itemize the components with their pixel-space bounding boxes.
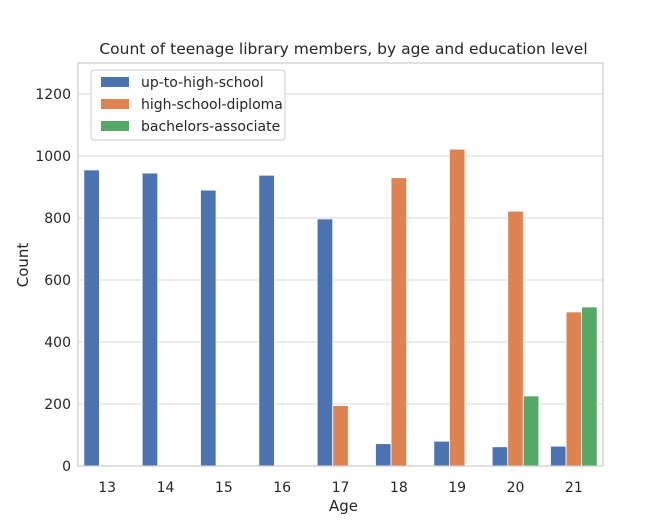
legend-label: high-school-diploma: [141, 97, 283, 113]
chart-title: Count of teenage library members, by age…: [99, 40, 587, 58]
legend-label: up-to-high-school: [141, 75, 264, 91]
x-tick-label: 21: [565, 480, 583, 496]
y-tick-label: 1200: [35, 87, 71, 103]
legend: up-to-high-school high-school-diploma bach…: [90, 69, 286, 141]
y-tick-label: 800: [44, 211, 71, 227]
x-axis-title: Age: [329, 497, 358, 515]
legend-swatch-high-school-diploma: [101, 99, 129, 109]
bars: [83, 148, 598, 467]
x-tick-label: 13: [98, 480, 116, 496]
bar-bachelors-associate-20: [522, 395, 540, 467]
bar-up-to-high-school-15: [200, 189, 217, 467]
bar-up-to-high-school-18: [375, 443, 392, 467]
x-tick-label: 19: [448, 480, 466, 496]
x-tick-label: 18: [390, 480, 408, 496]
bar-up-to-high-school-20: [491, 446, 509, 467]
bar-up-to-high-school-14: [141, 172, 159, 467]
bar-up-to-high-school-19: [433, 440, 450, 467]
bar-up-to-high-school-17: [316, 218, 334, 467]
bar-high-school-diploma-21: [565, 311, 583, 467]
x-tick-label: 17: [332, 480, 350, 496]
legend-box: [90, 69, 286, 141]
x-tick-label: 14: [157, 480, 175, 496]
bar-high-school-diploma-19: [448, 148, 466, 467]
bar-high-school-diploma-20: [507, 210, 524, 467]
x-tick-label: 16: [273, 480, 291, 496]
plot-frame: [77, 62, 604, 467]
legend-swatch-bachelors-associate: [101, 121, 129, 131]
bar-bachelors-associate-21: [581, 306, 598, 467]
y-tick-label: 1000: [35, 149, 71, 165]
x-tick-label: 20: [507, 480, 525, 496]
legend-label: bachelors-associate: [141, 119, 280, 135]
y-tick-label: 600: [44, 273, 71, 289]
bar-up-to-high-school-16: [258, 174, 275, 467]
y-tick-label: 0: [62, 459, 71, 475]
bar-high-school-diploma-17: [332, 405, 349, 467]
y-tick-label: 400: [44, 335, 71, 351]
bar-up-to-high-school-21: [550, 445, 567, 467]
bar-up-to-high-school-13: [83, 169, 100, 467]
y-tick-label: 200: [44, 397, 71, 413]
x-tick-label: 15: [215, 480, 233, 496]
x-tick-labels: 13 14 15 16 17 18 19 20 21: [98, 480, 582, 496]
y-tick-labels: 0 200 400 600 800 1000 1200: [35, 87, 71, 475]
y-axis-title: Count: [14, 243, 32, 288]
bar-high-school-diploma-18: [390, 177, 408, 467]
legend-swatch-up-to-high-school: [101, 77, 129, 87]
